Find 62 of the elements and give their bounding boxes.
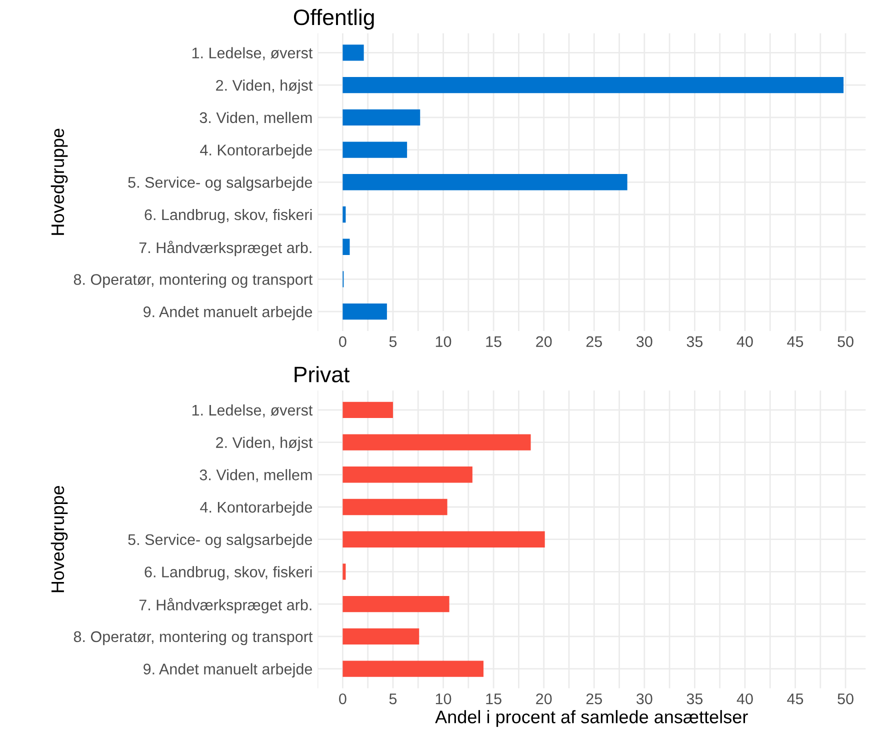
x-tick-label: 40: [736, 336, 753, 348]
y-tick-label: 9. Andet manuelt arbejde: [144, 663, 312, 678]
x-tick-label: 0: [339, 693, 346, 704]
y-tick-label: 1. Ledelse, øverst: [192, 47, 313, 60]
bar: [342, 402, 393, 418]
y-tick-label: 8. Operatør, montering og transport: [74, 630, 313, 646]
bar: [342, 142, 408, 158]
x-tick-label: 0: [339, 336, 346, 348]
bar: [342, 44, 364, 61]
x-tick-label: 25: [586, 693, 602, 704]
y-tick-label: 2. Viden, højst: [216, 80, 313, 94]
x-tick-label: 35: [686, 336, 703, 348]
y-tick-label: 1. Ledelse, øverst: [192, 404, 313, 418]
x-tick-label: 15: [486, 694, 502, 704]
bar: [342, 564, 346, 580]
y-axis-title: Hovedgruppe: [50, 128, 68, 235]
y-tick-label: 7. Håndværkspræget arb.: [139, 598, 312, 614]
y-tick-label: 6. Landbrug, skov, fiskeri: [144, 208, 312, 224]
chart-title: Privat: [294, 366, 350, 382]
x-tick-label: 50: [838, 336, 854, 348]
x-tick-label: 30: [636, 693, 652, 704]
x-tick-label: 20: [536, 693, 552, 704]
x-tick-label: 10: [436, 693, 452, 704]
y-tick-label: 8. Operatør, montering og transport: [74, 274, 313, 288]
x-tick-label: 35: [686, 693, 703, 704]
y-tick-label: 5. Service- og salgsarbejde: [128, 534, 312, 548]
y-tick-label: 4. Kontorarbejde: [200, 501, 312, 516]
x-tick-label: 20: [536, 336, 552, 348]
y-tick-label: 2. Viden, højst: [216, 436, 313, 451]
x-tick-label: 10: [436, 336, 452, 348]
x-tick-label: 45: [787, 336, 804, 348]
bar: [342, 596, 450, 612]
y-tick-label: 5. Service- og salgsarbejde: [128, 176, 312, 191]
bar: [342, 206, 346, 223]
bar: [342, 238, 350, 255]
x-tick-label: 40: [736, 693, 753, 704]
y-tick-label: 4. Kontorarbejde: [200, 144, 312, 158]
bar: [342, 109, 420, 126]
x-tick-label: 25: [586, 336, 602, 348]
y-tick-label: 6. Landbrug, skov, fiskeri: [144, 566, 312, 580]
bar: [342, 76, 844, 94]
chart-title: Offentlig: [294, 8, 374, 30]
x-tick-label: 5: [389, 336, 397, 348]
x-tick-label: 50: [838, 693, 854, 704]
y-axis-title: Hovedgruppe: [50, 486, 68, 592]
y-tick-label: 3. Viden, mellem: [200, 469, 312, 482]
bar: [342, 498, 448, 516]
y-tick-label: 3. Viden, mellem: [200, 112, 312, 125]
x-axis-title: Andel i procent af samlede ansættelser: [435, 710, 748, 727]
x-tick-label: 45: [787, 694, 804, 704]
bar: [342, 660, 484, 677]
x-tick-label: 5: [389, 694, 397, 704]
bar: [342, 434, 531, 450]
y-tick-label: 7. Håndværkspræget arb.: [139, 240, 312, 256]
y-tick-label: 9. Andet manuelt arbejde: [144, 306, 312, 320]
bar: [342, 303, 387, 320]
x-tick-label: 15: [486, 336, 502, 348]
bar: [342, 628, 420, 645]
bar: [342, 174, 628, 190]
x-tick-label: 30: [636, 336, 652, 348]
bar: [342, 466, 472, 483]
bar: [342, 531, 545, 548]
